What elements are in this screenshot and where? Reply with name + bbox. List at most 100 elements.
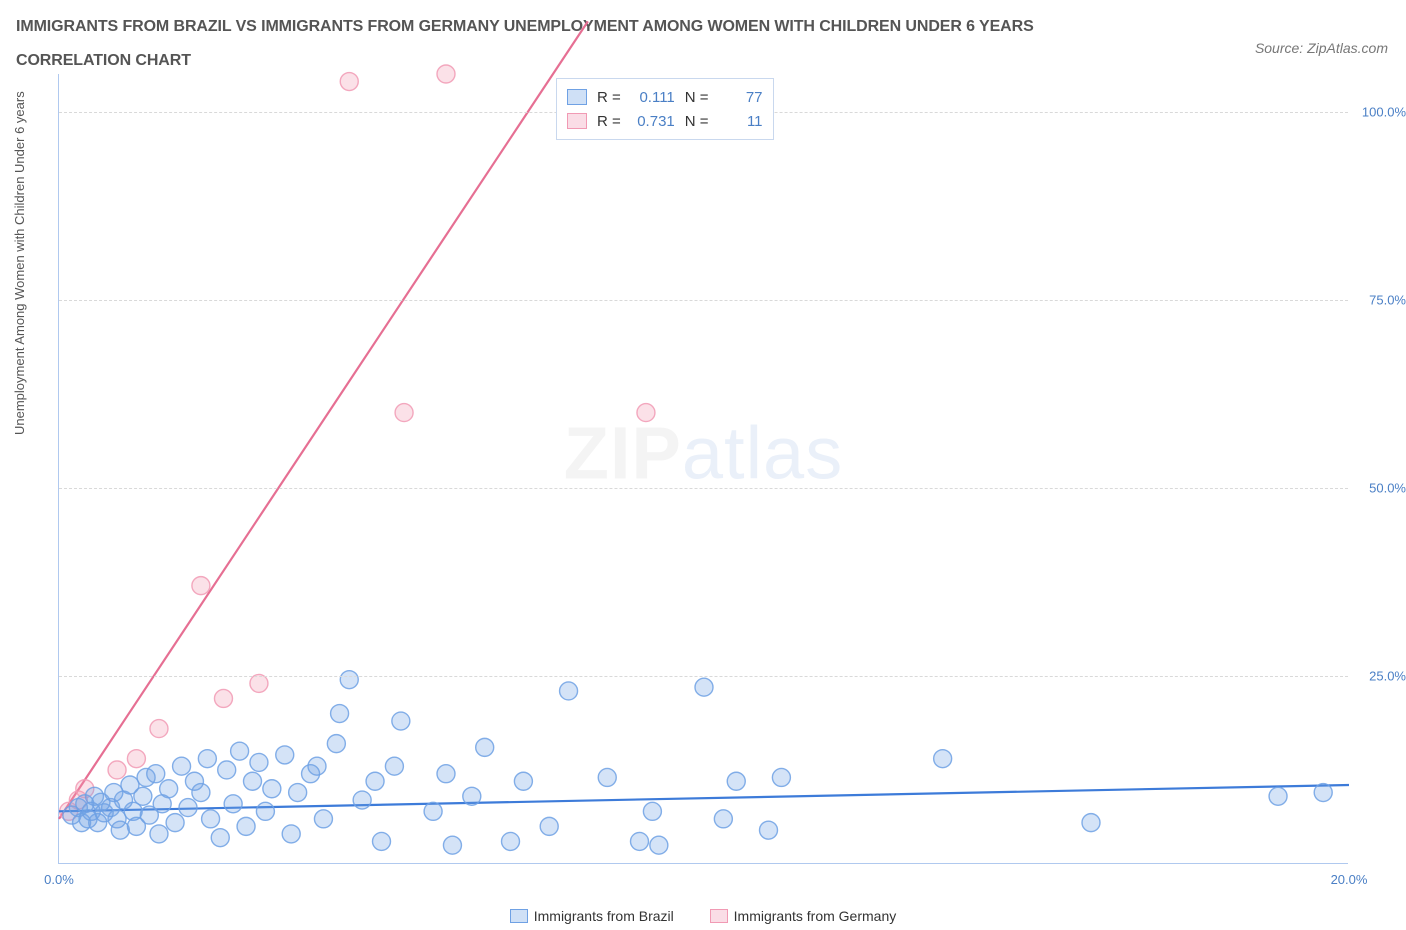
data-point-brazil (650, 836, 668, 854)
data-point-germany (250, 674, 268, 692)
data-point-brazil (727, 772, 745, 790)
swatch-brazil-icon (510, 909, 528, 923)
data-point-brazil (198, 750, 216, 768)
data-point-brazil (476, 738, 494, 756)
scatter-plot-svg (59, 74, 1348, 863)
data-point-brazil (147, 765, 165, 783)
n-label: N = (685, 89, 709, 106)
germany-r-value: 0.731 (631, 113, 675, 130)
data-point-brazil (282, 825, 300, 843)
stats-row-germany: R = 0.731 N = 11 (567, 109, 763, 133)
data-point-brazil (331, 705, 349, 723)
data-point-brazil (353, 791, 371, 809)
gridline-h (59, 488, 1348, 489)
r-label: R = (597, 113, 621, 130)
data-point-brazil (237, 817, 255, 835)
x-tick-label: 20.0% (1331, 872, 1368, 887)
y-tick-label: 50.0% (1356, 480, 1406, 495)
data-point-brazil (437, 765, 455, 783)
data-point-brazil (443, 836, 461, 854)
data-point-brazil (314, 810, 332, 828)
data-point-brazil (134, 787, 152, 805)
data-point-brazil (560, 682, 578, 700)
data-point-brazil (695, 678, 713, 696)
data-point-brazil (714, 810, 732, 828)
data-point-brazil (111, 821, 129, 839)
chart-plot-area: ZIPatlas 25.0%50.0%75.0%100.0%0.0%20.0% (58, 74, 1348, 864)
data-point-brazil (1082, 814, 1100, 832)
data-point-germany (395, 404, 413, 422)
data-point-brazil (179, 799, 197, 817)
data-point-brazil (373, 832, 391, 850)
germany-n-value: 11 (719, 113, 763, 130)
data-point-brazil (631, 832, 649, 850)
data-point-brazil (244, 772, 262, 790)
data-point-brazil (934, 750, 952, 768)
data-point-brazil (160, 780, 178, 798)
correlation-stats-box: R = 0.111 N = 77 R = 0.731 N = 11 (556, 78, 774, 140)
data-point-brazil (308, 757, 326, 775)
gridline-h (59, 676, 1348, 677)
bottom-legend: Immigrants from Brazil Immigrants from G… (0, 908, 1406, 926)
swatch-germany (567, 113, 587, 129)
data-point-brazil (211, 829, 229, 847)
data-point-brazil (643, 802, 661, 820)
swatch-germany-icon (710, 909, 728, 923)
data-point-brazil (1314, 784, 1332, 802)
data-point-germany (108, 761, 126, 779)
data-point-brazil (327, 735, 345, 753)
legend-item-germany: Immigrants from Germany (710, 908, 897, 924)
data-point-brazil (463, 787, 481, 805)
data-point-brazil (760, 821, 778, 839)
data-point-germany (637, 404, 655, 422)
data-point-germany (437, 65, 455, 83)
data-point-brazil (224, 795, 242, 813)
data-point-brazil (173, 757, 191, 775)
x-tick-label: 0.0% (44, 872, 74, 887)
data-point-brazil (256, 802, 274, 820)
data-point-brazil (598, 768, 616, 786)
data-point-brazil (385, 757, 403, 775)
data-point-germany (340, 73, 358, 91)
data-point-brazil (502, 832, 520, 850)
swatch-brazil (567, 89, 587, 105)
y-tick-label: 75.0% (1356, 292, 1406, 307)
data-point-brazil (1269, 787, 1287, 805)
n-label: N = (685, 113, 709, 130)
data-point-germany (150, 720, 168, 738)
source-credit: Source: ZipAtlas.com (1255, 40, 1388, 56)
data-point-brazil (366, 772, 384, 790)
data-point-brazil (192, 784, 210, 802)
data-point-brazil (392, 712, 410, 730)
title-line-1: IMMIGRANTS FROM BRAZIL VS IMMIGRANTS FRO… (16, 18, 1390, 36)
data-point-brazil (166, 814, 184, 832)
data-point-brazil (424, 802, 442, 820)
legend-item-brazil: Immigrants from Brazil (510, 908, 674, 924)
data-point-brazil (231, 742, 249, 760)
data-point-brazil (150, 825, 168, 843)
data-point-germany (192, 577, 210, 595)
data-point-brazil (218, 761, 236, 779)
data-point-germany (127, 750, 145, 768)
legend-label-brazil: Immigrants from Brazil (534, 908, 674, 924)
title-line-2: CORRELATION CHART (16, 52, 1390, 70)
data-point-brazil (540, 817, 558, 835)
data-point-brazil (250, 753, 268, 771)
brazil-r-value: 0.111 (631, 89, 675, 106)
brazil-n-value: 77 (719, 89, 763, 106)
r-label: R = (597, 89, 621, 106)
data-point-brazil (772, 768, 790, 786)
y-tick-label: 25.0% (1356, 668, 1406, 683)
gridline-h (59, 300, 1348, 301)
data-point-brazil (289, 784, 307, 802)
data-point-brazil (202, 810, 220, 828)
trend-line-germany (59, 21, 588, 819)
stats-row-brazil: R = 0.111 N = 77 (567, 85, 763, 109)
data-point-brazil (276, 746, 294, 764)
data-point-brazil (340, 671, 358, 689)
y-tick-label: 100.0% (1356, 104, 1406, 119)
y-axis-label: Unemployment Among Women with Children U… (12, 91, 27, 435)
data-point-brazil (514, 772, 532, 790)
data-point-brazil (263, 780, 281, 798)
legend-label-germany: Immigrants from Germany (734, 908, 897, 924)
